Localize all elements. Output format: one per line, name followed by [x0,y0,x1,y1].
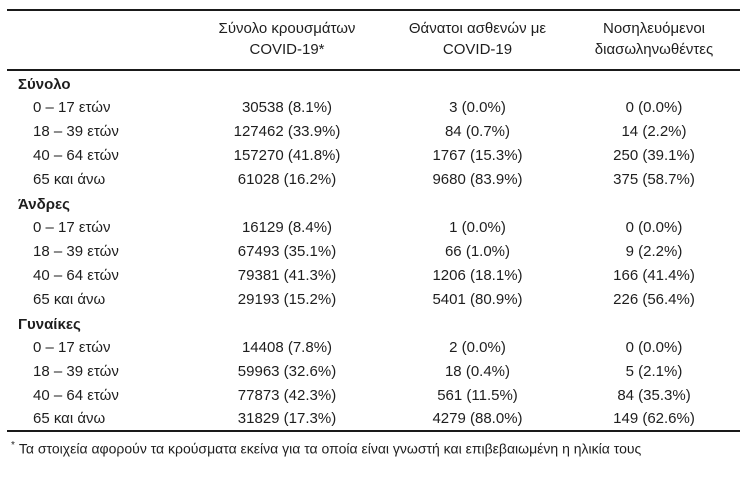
footnote-text: Τα στοιχεία αφορούν τα κρούσματα εκείνα … [18,440,642,457]
section-title: Σύνολο [18,76,71,93]
section-header-row-total: Σύνολο [7,70,740,95]
table-body: Σύνολο 0 – 17 ετών 30538 (8.1%) 3 (0.0%)… [7,70,740,431]
table-row: 40 – 64 ετών 77873 (42.3%) 561 (11.5%) 8… [7,383,740,407]
table-row: 0 – 17 ετών 14408 (7.8%) 2 (0.0%) 0 (0.0… [7,335,740,359]
cases-cell: 30538 (8.1%) [241,98,333,116]
table-row: 18 – 39 ετών 127462 (33.9%) 84 (0.7%) 14… [7,119,740,143]
intubated-cell: 0 (0.0%) [625,98,683,116]
deaths-cell: 4279 (88.0%) [432,410,523,427]
age-label-cell: 18 – 39 ετών [33,362,119,380]
age-label-cell: 65 και άνω [33,410,106,427]
col-header-deaths: Θάνατοι ασθενών με COVID-19 [387,10,568,71]
col-header-cases-line1: Σύνολο κρουσμάτων [218,20,356,37]
cases-cell: 14408 (7.8%) [241,338,333,356]
table-row: 0 – 17 ετών 16129 (8.4%) 1 (0.0%) 0 (0.0… [7,215,740,239]
table-row: 65 και άνω 61028 (16.2%) 9680 (83.9%) 37… [7,167,740,191]
empty-header-cell [7,10,187,71]
header-row: Σύνολο κρουσμάτων COVID-19* Θάνατοι ασθε… [7,10,740,71]
age-label-cell: 0 – 17 ετών [33,218,111,236]
age-label-cell: 0 – 17 ετών [33,338,111,356]
table-row: 65 και άνω 29193 (15.2%) 5401 (80.9%) 22… [7,287,740,311]
intubated-cell: 375 (58.7%) [613,170,695,188]
intubated-cell: 226 (56.4%) [613,290,695,308]
section-title: Άνδρες [18,196,70,213]
age-label-cell: 18 – 39 ετών [33,242,119,260]
section-header-row-men: Άνδρες [7,191,740,215]
col-header-deaths-line2: COVID-19 [442,41,513,58]
section-title: Γυναίκες [18,316,81,333]
table-row: 18 – 39 ετών 59963 (32.6%) 18 (0.4%) 5 (… [7,359,740,383]
deaths-cell: 2 (0.0%) [449,338,506,356]
section-header-row-women: Γυναίκες [7,311,740,335]
cases-cell: 77873 (42.3%) [237,386,337,404]
intubated-cell: 166 (41.4%) [613,266,695,284]
deaths-cell: 1 (0.0%) [449,218,506,236]
cases-cell: 31829 (17.3%) [237,410,337,427]
footnote: * Τα στοιχεία αφορούν τα κρούσματα εκείνα… [7,436,740,459]
cases-cell: 29193 (15.2%) [237,290,337,308]
table-row: 18 – 39 ετών 67493 (35.1%) 66 (1.0%) 9 (… [7,239,740,263]
col-header-deaths-line1: Θάνατοι ασθενών με [408,20,547,37]
table-row: 40 – 64 ετών 157270 (41.8%) 1767 (15.3%)… [7,143,740,167]
age-label-cell: 40 – 64 ετών [33,386,119,404]
deaths-cell: 1767 (15.3%) [432,146,523,164]
col-header-intubated-line1: Νοσηλευόμενοι [602,20,705,37]
deaths-cell: 18 (0.4%) [444,362,511,380]
age-label-cell: 65 και άνω [33,290,106,308]
col-header-intubated: Νοσηλευόμενοι διασωληνωθέντες [568,10,740,71]
intubated-cell: 84 (35.3%) [617,386,691,404]
intubated-cell: 149 (62.6%) [613,410,695,427]
cases-cell: 16129 (8.4%) [241,218,333,236]
deaths-cell: 3 (0.0%) [449,98,506,116]
deaths-cell: 9680 (83.9%) [432,170,523,188]
cases-cell: 61028 (16.2%) [237,170,337,188]
footnote-asterisk: * [11,440,15,451]
covid-age-sex-table: Σύνολο κρουσμάτων COVID-19* Θάνατοι ασθε… [7,9,740,432]
age-label-cell: 40 – 64 ετών [33,266,119,284]
intubated-cell: 250 (39.1%) [613,146,695,164]
age-label-cell: 40 – 64 ετών [33,146,119,164]
col-header-cases-line2: COVID-19* [249,41,325,58]
table-header: Σύνολο κρουσμάτων COVID-19* Θάνατοι ασθε… [7,10,740,71]
cases-cell: 157270 (41.8%) [233,146,341,164]
cases-cell: 59963 (32.6%) [237,362,337,380]
table-row: 40 – 64 ετών 79381 (41.3%) 1206 (18.1%) … [7,263,740,287]
deaths-cell: 1206 (18.1%) [432,266,523,284]
cases-cell: 67493 (35.1%) [237,242,337,260]
col-header-intubated-line2: διασωληνωθέντες [594,41,714,58]
deaths-cell: 561 (11.5%) [437,386,518,404]
age-label-cell: 18 – 39 ετών [33,122,119,140]
intubated-cell: 0 (0.0%) [625,218,683,236]
age-label-cell: 0 – 17 ετών [33,98,111,116]
age-label-cell: 65 και άνω [33,170,106,188]
table-row: 65 και άνω 31829 (17.3%) 4279 (88.0%) 14… [7,407,740,431]
col-header-cases: Σύνολο κρουσμάτων COVID-19* [187,10,387,71]
intubated-cell: 0 (0.0%) [625,338,683,356]
cases-cell: 127462 (33.9%) [233,122,341,140]
intubated-cell: 14 (2.2%) [621,122,687,140]
deaths-cell: 5401 (80.9%) [432,290,523,308]
cases-cell: 79381 (41.3%) [237,266,337,284]
deaths-cell: 84 (0.7%) [444,122,511,140]
intubated-cell: 9 (2.2%) [625,242,683,260]
intubated-cell: 5 (2.1%) [625,362,683,380]
deaths-cell: 66 (1.0%) [444,242,511,260]
table-row: 0 – 17 ετών 30538 (8.1%) 3 (0.0%) 0 (0.0… [7,95,740,119]
